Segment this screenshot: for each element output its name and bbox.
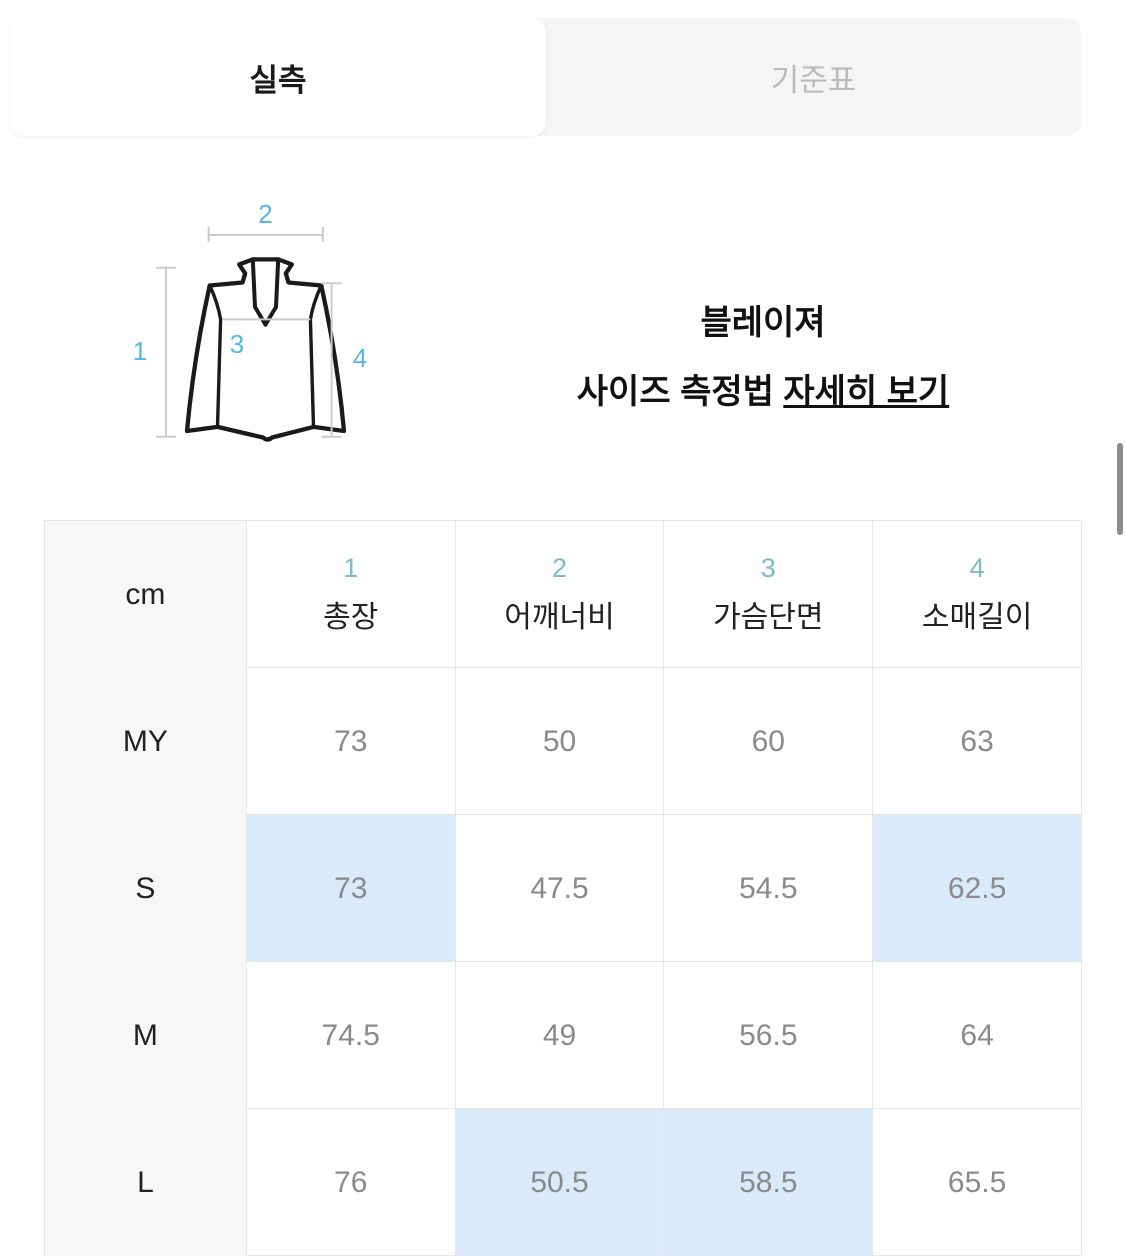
svg-text:4: 4 xyxy=(353,343,367,373)
svg-text:1: 1 xyxy=(133,336,147,366)
svg-text:3: 3 xyxy=(230,329,244,359)
svg-text:2: 2 xyxy=(258,199,272,229)
